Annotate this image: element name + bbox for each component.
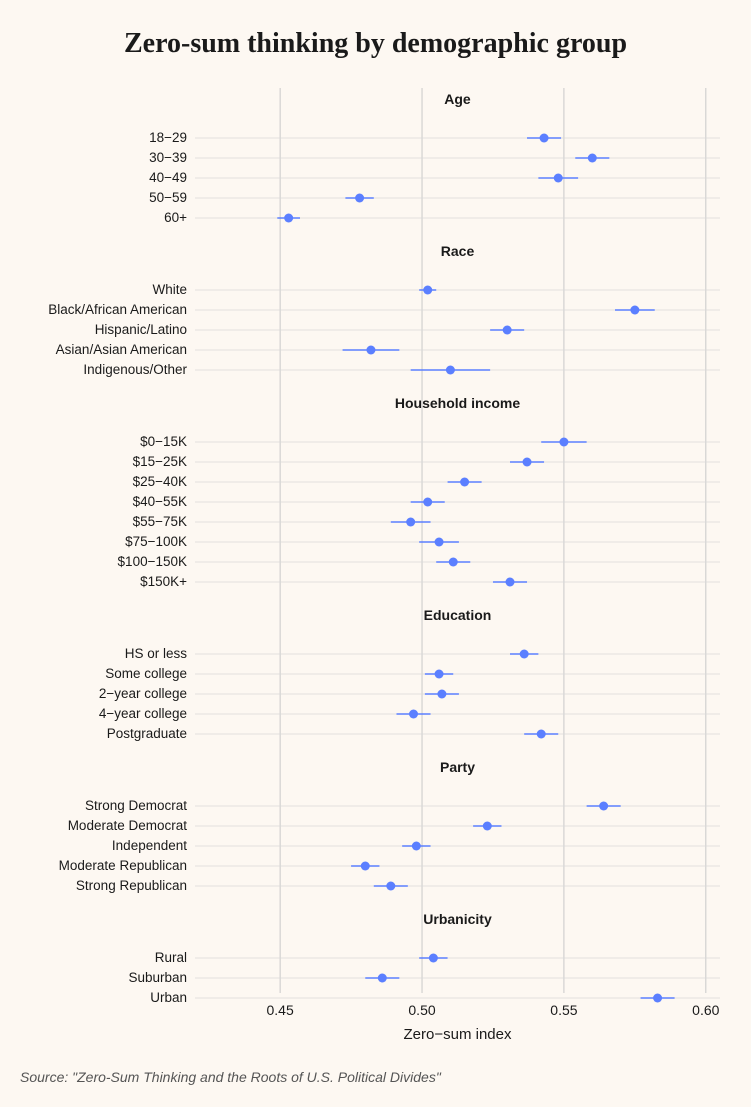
row-label: Hispanic/Latino	[95, 322, 187, 337]
row-label: 60+	[164, 210, 187, 225]
row-label: Strong Republican	[76, 878, 187, 893]
data-point	[523, 458, 532, 467]
row-label: Suburban	[128, 970, 187, 985]
row-label: White	[152, 282, 187, 297]
row-label: 30−39	[149, 150, 187, 165]
data-point	[355, 194, 364, 203]
data-point	[630, 306, 639, 315]
data-point	[435, 538, 444, 547]
row-label: Asian/Asian American	[56, 342, 187, 357]
row-label: Strong Democrat	[85, 798, 187, 813]
forest-plot: Age 18−29 30−39 40−49 50−59 60+ Race White Black…	[20, 78, 731, 1048]
x-tick-label: 0.45	[267, 1002, 294, 1018]
data-point	[423, 286, 432, 295]
data-point	[520, 650, 529, 659]
row-label: Urban	[150, 990, 187, 1005]
data-point	[406, 518, 415, 527]
data-point	[554, 174, 563, 183]
data-point	[378, 974, 387, 983]
data-point	[437, 690, 446, 699]
row-label: 40−49	[149, 170, 187, 185]
row-label: $75−100K	[125, 534, 187, 549]
data-point	[366, 346, 375, 355]
group-title: Household income	[395, 395, 520, 411]
data-point	[588, 154, 597, 163]
data-point	[429, 954, 438, 963]
group-title: Education	[424, 607, 492, 623]
chart-container: Age 18−29 30−39 40−49 50−59 60+ Race White Black…	[20, 78, 731, 1048]
data-point	[653, 994, 662, 1003]
data-point	[446, 366, 455, 375]
group-title: Age	[444, 91, 471, 107]
data-point	[361, 862, 370, 871]
row-label: $0−15K	[140, 434, 187, 449]
page: Zero-sum thinking by demographic group A…	[0, 0, 751, 1107]
data-point	[449, 558, 458, 567]
x-axis-label: Zero−sum index	[404, 1026, 512, 1043]
data-point	[460, 478, 469, 487]
row-label: Indigenous/Other	[83, 362, 187, 377]
x-tick-label: 0.60	[692, 1002, 719, 1018]
row-label: $55−75K	[133, 514, 187, 529]
x-tick-label: 0.50	[408, 1002, 435, 1018]
data-point	[423, 498, 432, 507]
row-label: 2−year college	[99, 686, 187, 701]
row-label: $150K+	[140, 574, 187, 589]
data-point	[537, 730, 546, 739]
source-caption: Source: "Zero-Sum Thinking and the Roots…	[20, 1069, 441, 1085]
row-label: Moderate Democrat	[68, 818, 188, 833]
row-label: 4−year college	[99, 706, 187, 721]
row-label: 18−29	[149, 130, 187, 145]
row-label: Rural	[155, 950, 187, 965]
data-point	[386, 882, 395, 891]
data-point	[409, 710, 418, 719]
group-title: Party	[440, 759, 475, 775]
data-point	[506, 578, 515, 587]
row-label: Moderate Republican	[59, 858, 187, 873]
row-label: $15−25K	[133, 454, 187, 469]
row-label: 50−59	[149, 190, 187, 205]
row-label: $40−55K	[133, 494, 187, 509]
data-point	[540, 134, 549, 143]
data-point	[483, 822, 492, 831]
row-label: Postgraduate	[107, 726, 187, 741]
data-point	[412, 842, 421, 851]
data-point	[559, 438, 568, 447]
row-label: HS or less	[125, 646, 188, 661]
x-tick-label: 0.55	[550, 1002, 577, 1018]
data-point	[435, 670, 444, 679]
group-title: Race	[441, 243, 475, 259]
row-label: Black/African American	[48, 302, 187, 317]
row-label: $100−150K	[118, 554, 187, 569]
row-label: $25−40K	[133, 474, 187, 489]
chart-title: Zero-sum thinking by demographic group	[20, 28, 731, 60]
row-label: Independent	[112, 838, 187, 853]
data-point	[284, 214, 293, 223]
row-label: Some college	[105, 666, 187, 681]
group-title: Urbanicity	[423, 911, 492, 927]
data-point	[503, 326, 512, 335]
data-point	[599, 802, 608, 811]
